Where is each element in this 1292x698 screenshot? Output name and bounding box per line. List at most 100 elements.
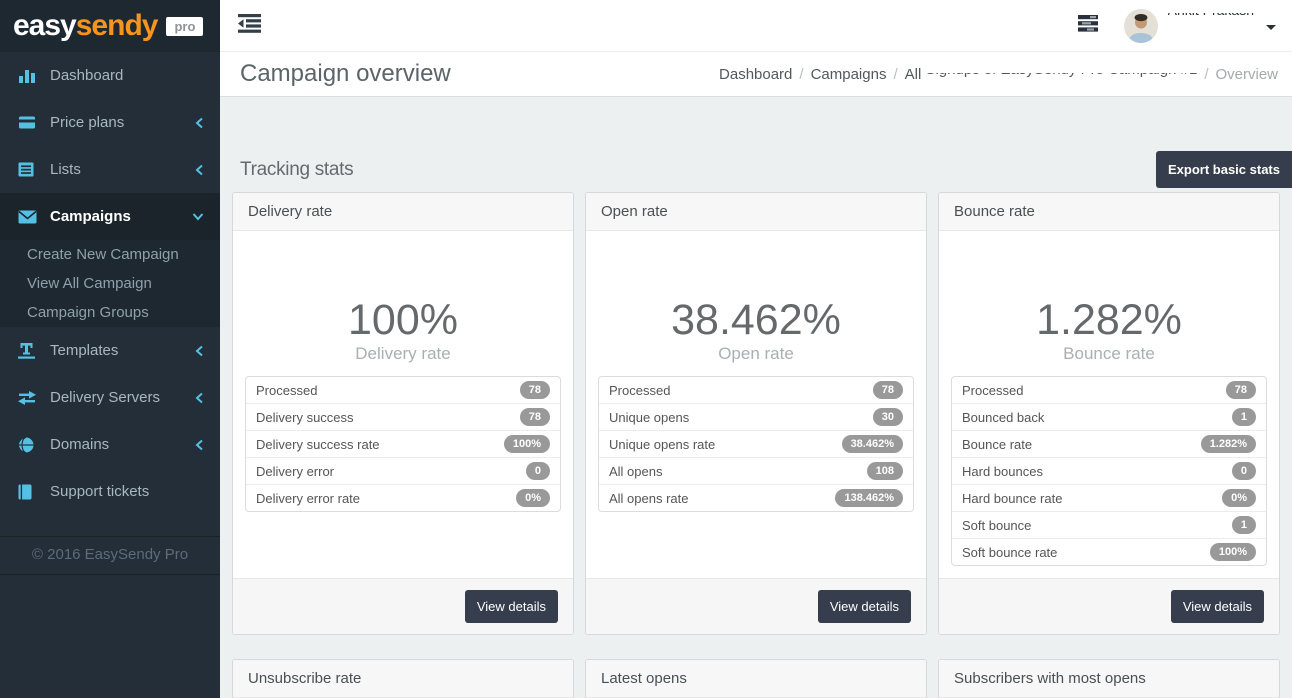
card-title: Bounce rate	[939, 193, 1279, 231]
sidebar-item-delivery-servers[interactable]: Delivery Servers	[0, 374, 220, 421]
sidebar-item-support-tickets[interactable]: Support tickets	[0, 468, 220, 515]
sidebar-item-price-plans[interactable]: Price plans	[0, 99, 220, 146]
sidebar-item-lists[interactable]: Lists	[0, 146, 220, 193]
stat-badge: 78	[872, 381, 903, 400]
stat-value: 1.282%	[1036, 296, 1182, 344]
sidebar-item-campaign-groups[interactable]: Campaign Groups	[27, 304, 149, 321]
user-name: Ankit Prakash	[1168, 13, 1254, 20]
stat-badge: 1	[1231, 516, 1256, 535]
sidebar-item-label: Domains	[50, 436, 110, 453]
stat-label: Unique opens rate	[609, 436, 716, 452]
brand-pro-badge: pro	[166, 16, 204, 36]
stat-badge: 0%	[516, 489, 550, 508]
chevron-left-icon	[195, 164, 204, 176]
sidebar-item-campaigns[interactable]: Campaigns	[0, 193, 220, 240]
text-width-icon	[18, 342, 40, 359]
globe-icon	[18, 436, 40, 453]
sidebar-item-domains[interactable]: Domains	[0, 421, 220, 468]
breadcrumb: Dashboard / Campaigns / All Signups of E…	[719, 66, 1278, 83]
breadcrumb-overview: Overview	[1215, 65, 1278, 83]
main-content: Campaign overview Dashboard / Campaigns …	[220, 52, 1292, 698]
stat-badge: 0%	[1222, 489, 1256, 508]
breadcrumb-dashboard[interactable]: Dashboard	[719, 65, 793, 83]
card-body: 1.282% Bounce rate Processed 78 Bounced …	[939, 231, 1279, 578]
stat-row: All opens rate 138.462%	[599, 485, 913, 511]
sidebar-item-dashboard[interactable]: Dashboard	[0, 52, 220, 99]
stat-list: Processed 78 Bounced back 1 Bounce rate …	[951, 376, 1267, 567]
stat-badge: 100%	[503, 435, 550, 454]
stat-label: Hard bounces	[962, 463, 1043, 479]
stat-label: Bounce rate	[962, 436, 1033, 452]
card-title: Unsubscribe rate	[233, 660, 573, 698]
stat-row: Soft bounce rate 100%	[952, 539, 1266, 565]
chevron-left-icon	[195, 345, 204, 357]
stat-label: Delivery success rate	[256, 436, 380, 452]
sidebar-item-label: Delivery Servers	[50, 389, 161, 406]
big-stat: 100% Delivery rate	[233, 297, 573, 364]
breadcrumb-separator: /	[893, 65, 898, 83]
topbar-main: Ankit Prakash	[220, 0, 1292, 51]
user-menu[interactable]: Ankit Prakash	[1123, 8, 1276, 43]
topbar-right: Ankit Prakash	[1077, 8, 1276, 43]
export-basic-stats-button[interactable]: Export basic stats	[1156, 151, 1292, 188]
brand-logo-easy: easy	[13, 9, 77, 42]
stat-list: Processed 78 Unique opens 30 Unique open…	[598, 376, 914, 513]
card-footer: View details	[233, 578, 573, 634]
stat-cards-row: Delivery rate 100% Delivery rate Process…	[220, 192, 1292, 635]
tasks-icon[interactable]	[1077, 14, 1098, 37]
content-header: Campaign overview Dashboard / Campaigns …	[220, 52, 1292, 97]
list-icon	[18, 162, 40, 177]
card-title: Delivery rate	[233, 193, 573, 231]
stat-label: All opens	[609, 463, 663, 479]
stat-label: Soft bounce rate	[962, 544, 1058, 560]
breadcrumb-campaign-name[interactable]: All Signups of EasySendy Pro Campaign #1	[905, 66, 1198, 83]
breadcrumb-campaigns[interactable]: Campaigns	[810, 65, 887, 83]
sidebar-toggle-icon[interactable]	[234, 10, 265, 42]
stat-row: Delivery error rate 0%	[246, 485, 560, 511]
view-details-button[interactable]: View details	[817, 590, 911, 623]
user-avatar	[1123, 8, 1158, 43]
stat-row: Delivery success rate 100%	[246, 431, 560, 459]
breadcrumb-campaign-prefix: All	[904, 65, 922, 83]
stat-row: Processed 78	[246, 377, 560, 405]
stat-badge: 108	[866, 462, 903, 481]
campaigns-submenu: Create New Campaign View All Campaign Ca…	[0, 240, 220, 327]
stat-label: Processed	[256, 382, 318, 398]
view-details-button[interactable]: View details	[1170, 590, 1264, 623]
sidebar-copyright: © 2016 EasySendy Pro	[0, 536, 220, 575]
stat-value: 100%	[348, 296, 458, 344]
bottom-cards-row: Unsubscribe rate Latest opens Subscriber…	[220, 659, 1292, 698]
stat-label: Bounced back	[962, 409, 1045, 425]
sidebar-item-label: Price plans	[50, 114, 125, 131]
sidebar-item-view-all-campaign[interactable]: View All Campaign	[27, 275, 152, 292]
sidebar: Dashboard Price plans Lists	[0, 52, 220, 698]
stat-badge: 138.462%	[835, 489, 903, 508]
card-body: 38.462% Open rate Processed 78 Unique op…	[586, 231, 926, 578]
stat-caption: Delivery rate	[355, 344, 451, 364]
chevron-down-icon	[192, 212, 204, 221]
sidebar-item-templates[interactable]: Templates	[0, 327, 220, 374]
brand-logo[interactable]: easy sendy pro	[0, 0, 220, 52]
stat-badge: 100%	[1209, 543, 1256, 562]
stat-caption: Bounce rate	[1063, 344, 1155, 364]
big-stat: 1.282% Bounce rate	[939, 297, 1279, 364]
stat-label: All opens rate	[609, 490, 689, 506]
card-body: 100% Delivery rate Processed 78 Delivery…	[233, 231, 573, 578]
stat-row: All opens 108	[599, 458, 913, 486]
sidebar-item-create-new-campaign[interactable]: Create New Campaign	[27, 246, 179, 263]
credit-card-icon	[18, 115, 40, 130]
stat-badge: 1	[1231, 408, 1256, 427]
view-details-button[interactable]: View details	[464, 590, 558, 623]
stat-badge: 30	[872, 408, 903, 427]
stat-badge: 78	[519, 381, 550, 400]
stat-row: Delivery success 78	[246, 404, 560, 432]
stat-row: Hard bounces 0	[952, 458, 1266, 486]
stat-badge: 0	[525, 462, 550, 481]
stat-row: Processed 78	[952, 377, 1266, 405]
stat-badge: 38.462%	[841, 435, 903, 454]
breadcrumb-separator: /	[1204, 65, 1209, 83]
stat-badge: 1.282%	[1200, 435, 1256, 454]
card-footer: View details	[939, 578, 1279, 634]
chevron-left-icon	[195, 392, 204, 404]
chevron-left-icon	[195, 439, 204, 451]
